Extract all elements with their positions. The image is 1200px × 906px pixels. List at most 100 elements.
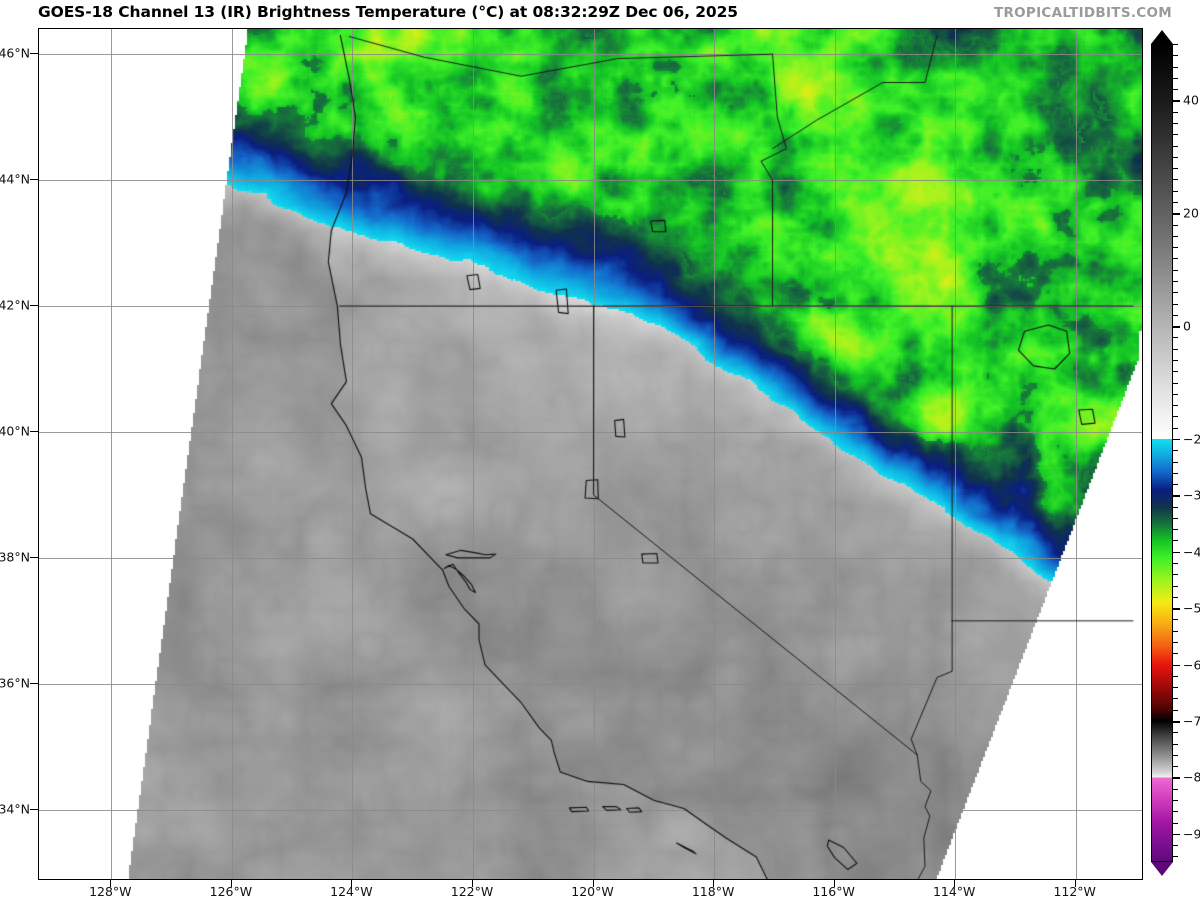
colorbar-tick-label: −20 <box>1183 431 1200 447</box>
colorbar-tick-label: −50 <box>1183 600 1200 616</box>
colorbar-major-tick <box>1173 664 1180 667</box>
colorbar-minor-tick <box>1173 653 1178 655</box>
lat-axis-label: 36°N <box>0 675 30 691</box>
colorbar-minor-tick <box>1173 856 1178 858</box>
colorbar-minor-tick <box>1173 743 1178 745</box>
lon-tick <box>833 880 835 887</box>
lat-axis-label: 40°N <box>0 423 30 439</box>
satellite-ir-raster <box>39 29 1142 879</box>
colorbar-minor-tick <box>1173 709 1178 711</box>
colorbar-minor-tick <box>1173 89 1178 91</box>
colorbar-minor-tick <box>1173 66 1178 68</box>
colorbar-major-tick <box>1173 100 1180 102</box>
colorbar-minor-tick <box>1173 258 1178 260</box>
colorbar-minor-tick <box>1173 44 1178 45</box>
colorbar[interactable]: 40 20 0 −20 −30 −40 −50 −60 −70 −80 −90 <box>1151 30 1200 876</box>
colorbar-major-tick <box>1173 608 1180 610</box>
colorbar-tick-label: −60 <box>1183 657 1200 673</box>
lat-tick <box>30 53 38 55</box>
colorbar-minor-tick <box>1173 123 1178 124</box>
gridline-lon <box>352 29 354 879</box>
colorbar-major-tick <box>1173 721 1180 723</box>
colorbar-minor-tick <box>1173 506 1178 508</box>
colorbar-tick-label: −80 <box>1183 769 1200 785</box>
colorbar-minor-tick <box>1173 280 1178 282</box>
gridline-lat <box>39 809 1142 811</box>
lon-tick <box>472 880 473 887</box>
gridline-lat <box>39 683 1142 685</box>
lat-tick <box>30 431 38 432</box>
colorbar-major-tick <box>1173 551 1180 554</box>
colorbar-minor-tick <box>1173 416 1178 418</box>
colorbar-minor-tick <box>1173 190 1178 192</box>
colorbar-max-extend-arrow <box>1151 30 1173 44</box>
colorbar-minor-tick <box>1173 382 1178 384</box>
map-plot-area[interactable] <box>38 28 1143 880</box>
lon-axis-label: 126°W <box>209 884 253 899</box>
satellite-raster-clip <box>39 29 1142 879</box>
colorbar-minor-tick <box>1173 202 1178 203</box>
colorbar-minor-tick <box>1173 766 1178 768</box>
lon-tick <box>713 880 715 887</box>
colorbar-minor-tick <box>1173 517 1178 519</box>
colorbar-minor-tick <box>1173 619 1178 621</box>
colorbar-tick-label: 20 <box>1183 205 1199 221</box>
colorbar-minor-tick <box>1173 732 1178 734</box>
colorbar-tick-label: 0 <box>1183 318 1191 334</box>
lat-axis-label: 44°N <box>0 171 30 187</box>
colorbar-minor-tick <box>1173 269 1178 271</box>
colorbar-minor-tick <box>1173 822 1178 824</box>
colorbar-tick-label: −30 <box>1183 487 1200 503</box>
colorbar-minor-tick <box>1173 811 1178 813</box>
colorbar-minor-tick <box>1173 472 1178 474</box>
lat-axis-label: 42°N <box>0 297 30 313</box>
gridline-lon <box>714 29 716 879</box>
lat-tick <box>30 556 38 558</box>
gridline-lat <box>39 54 1142 56</box>
map-canvas-container <box>39 29 1142 879</box>
colorbar-minor-tick <box>1173 596 1178 598</box>
lon-tick <box>351 880 353 887</box>
colorbar-major-tick <box>1173 326 1180 328</box>
colorbar-gradient <box>1151 44 1173 862</box>
colorbar-tick-label: −70 <box>1183 713 1200 729</box>
gridline-lon <box>473 29 474 879</box>
gridline-lon <box>231 29 233 879</box>
brand-watermark: TROPICALTIDBITS.COM <box>993 5 1172 21</box>
colorbar-minor-tick <box>1173 168 1178 170</box>
colorbar-minor-tick <box>1173 77 1178 79</box>
lat-tick <box>30 808 38 810</box>
colorbar-minor-tick <box>1173 145 1178 147</box>
colorbar-minor-tick <box>1173 55 1178 57</box>
colorbar-minor-tick <box>1173 156 1178 158</box>
lat-tick <box>30 682 38 684</box>
gridline-lon <box>955 29 957 879</box>
colorbar-minor-tick <box>1173 675 1178 677</box>
lon-tick <box>1074 880 1076 887</box>
lat-axis-label: 46°N <box>0 45 30 61</box>
colorbar-minor-tick <box>1173 393 1178 395</box>
colorbar-major-tick <box>1173 833 1180 836</box>
colorbar-major-tick <box>1173 438 1180 441</box>
colorbar-minor-tick <box>1173 134 1178 136</box>
colorbar-tick-label: −40 <box>1183 544 1200 560</box>
colorbar-minor-tick <box>1173 111 1178 113</box>
lat-axis-label: 38°N <box>0 549 30 565</box>
colorbar-minor-tick <box>1173 585 1178 587</box>
colorbar-minor-tick <box>1173 698 1178 700</box>
colorbar-major-tick <box>1173 213 1180 215</box>
lat-tick <box>30 305 38 306</box>
colorbar-minor-tick <box>1173 450 1178 452</box>
lon-tick <box>110 880 112 887</box>
lon-tick <box>592 880 594 887</box>
gridline-lon <box>111 29 113 879</box>
lon-axis-label: 112°W <box>1053 884 1096 899</box>
colorbar-minor-tick <box>1173 348 1178 350</box>
colorbar-minor-tick <box>1173 247 1178 249</box>
colorbar-major-tick <box>1173 777 1180 779</box>
lon-axis-label: 124°W <box>330 884 373 899</box>
lat-axis-label: 34°N <box>0 801 30 817</box>
colorbar-minor-tick <box>1173 563 1178 564</box>
colorbar-minor-tick <box>1173 371 1178 373</box>
